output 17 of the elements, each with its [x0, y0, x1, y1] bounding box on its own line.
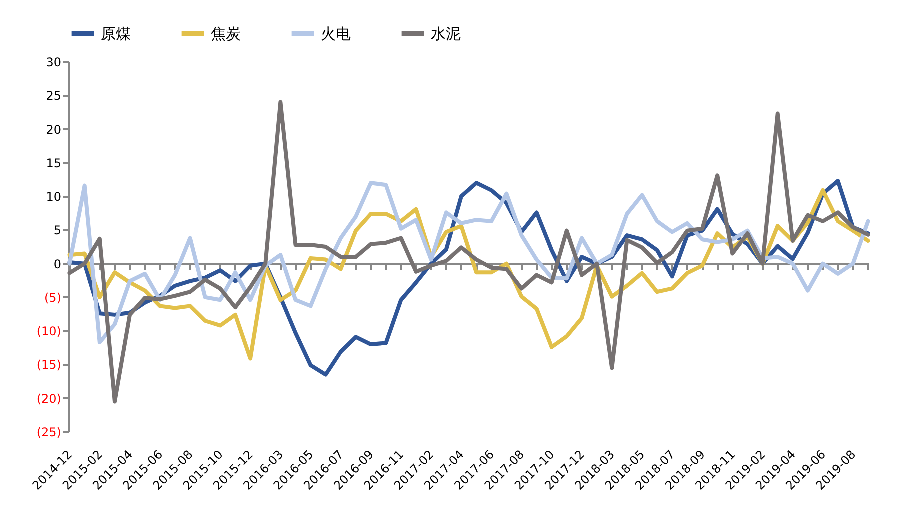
- y-tick-label: 30: [46, 56, 62, 70]
- legend-label: 原煤: [101, 25, 131, 43]
- legend-label: 焦炭: [211, 25, 241, 43]
- y-tick-label: 10: [46, 190, 62, 204]
- y-tick-label: (10): [36, 324, 62, 339]
- legend-label: 火电: [321, 25, 351, 43]
- y-tick-label: 25: [46, 89, 62, 104]
- line-series: [68, 100, 870, 404]
- y-tick-label: (15): [36, 358, 62, 372]
- y-tick-label: (20): [36, 392, 62, 406]
- y-tick-label: 0: [54, 257, 62, 272]
- y-tick-label: 15: [46, 156, 62, 170]
- y-tick-label: 5: [54, 224, 62, 238]
- y-tick-label: (25): [36, 426, 62, 440]
- y-tick-label: (5): [44, 290, 62, 305]
- legend-label: 水泥: [431, 25, 461, 43]
- y-tick-label: 20: [46, 122, 62, 137]
